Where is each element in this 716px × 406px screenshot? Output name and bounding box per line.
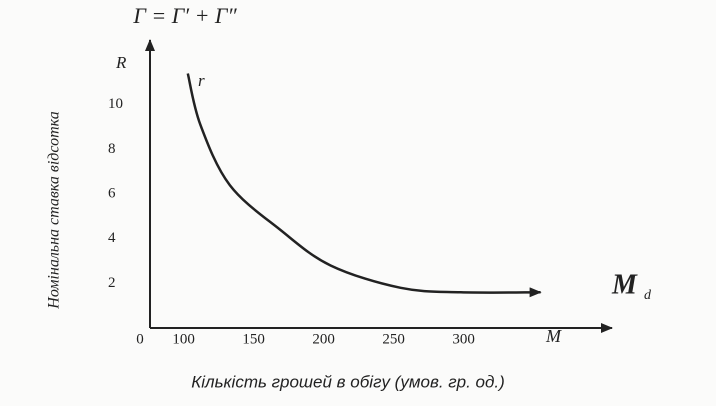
curve-end-label: M <box>611 269 638 300</box>
x-tick-label: 100 <box>172 331 195 347</box>
x-tick-label: 250 <box>382 331 405 347</box>
y-tick-label: 4 <box>108 230 116 246</box>
curve-end-subscript: d <box>644 288 652 303</box>
y-tick-label: 10 <box>108 96 123 112</box>
curve-label: r <box>198 71 205 90</box>
x-tick-label: 200 <box>312 331 335 347</box>
origin-label: 0 <box>136 331 144 347</box>
x-axis-title: Кількість грошей в обігу (умов. гр. од.) <box>191 372 505 391</box>
x-axis-symbol: M <box>545 326 562 346</box>
chart-title: Г = Г′ + Г″ <box>132 3 237 28</box>
x-tick-label: 300 <box>452 331 475 347</box>
y-axis-symbol: R <box>115 53 127 72</box>
y-tick-label: 6 <box>108 185 116 201</box>
y-tick-label: 8 <box>108 141 116 157</box>
y-axis-title: Номінальна ставка відсотка <box>46 111 63 309</box>
x-tick-label: 150 <box>242 331 265 347</box>
y-tick-label: 2 <box>108 275 116 291</box>
demand-curve <box>186 73 542 298</box>
